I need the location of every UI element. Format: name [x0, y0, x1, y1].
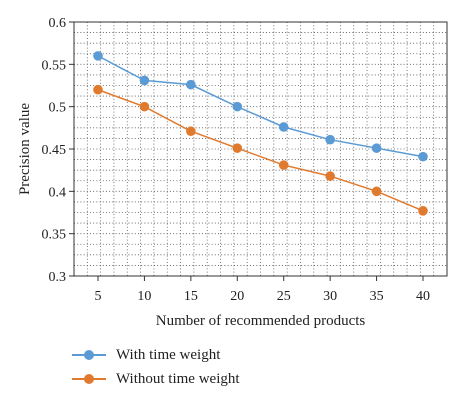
y-tick-label: 0.45 — [42, 143, 67, 158]
legend-item-with-time-weight: With time weight — [72, 343, 240, 367]
x-tick-label: 35 — [370, 289, 384, 304]
x-tick-label: 25 — [277, 289, 291, 304]
series-line — [97, 89, 424, 212]
legend-swatch-with-time-weight — [72, 348, 106, 362]
y-tick-label: 0.4 — [49, 185, 67, 200]
x-tick-label: 30 — [323, 289, 337, 304]
legend-swatch-without-time-weight — [72, 372, 106, 386]
series-layer — [93, 51, 428, 216]
data-point — [139, 75, 150, 86]
data-point — [232, 101, 243, 112]
data-point — [325, 171, 335, 181]
x-tick-label: 40 — [416, 289, 430, 304]
data-point — [371, 143, 382, 153]
data-point — [186, 79, 196, 90]
data-point — [278, 122, 289, 132]
data-point — [325, 134, 335, 145]
data-point — [139, 101, 150, 112]
x-tick-label: 15 — [184, 289, 198, 304]
series-without-time-weight — [93, 84, 428, 216]
x-tick-label: 20 — [230, 289, 244, 304]
data-point — [93, 51, 103, 61]
grid-lines — [74, 22, 447, 276]
series-with-time-weight — [93, 51, 428, 162]
x-axis-title: Number of recommended products — [156, 313, 366, 329]
x-tick-label: 5 — [95, 289, 102, 304]
data-point — [418, 206, 428, 216]
data-point — [186, 126, 196, 137]
data-point — [418, 151, 428, 162]
y-tick-label: 0.5 — [49, 101, 67, 116]
x-tick-label: 10 — [137, 289, 151, 304]
data-point — [232, 143, 243, 153]
data-point — [93, 84, 103, 95]
legend-label-with-time-weight: With time weight — [116, 346, 221, 363]
y-tick-label: 0.3 — [49, 270, 67, 285]
legend-label-without-time-weight: Without time weight — [116, 370, 240, 387]
axis-ticks: 5 10 15 20 25 30 35 40 0.3 0.35 0.4 0.45 0.5 0.55 0.6 — [42, 16, 431, 304]
series-line — [97, 55, 424, 158]
y-tick-label: 0.55 — [42, 58, 67, 73]
y-tick-label: 0.35 — [42, 228, 67, 243]
data-point — [278, 160, 289, 170]
legend: With time weight Without time weight — [72, 343, 240, 391]
y-axis-title: Precision value — [17, 103, 33, 195]
y-tick-label: 0.6 — [49, 16, 67, 31]
legend-item-without-time-weight: Without time weight — [72, 367, 240, 391]
data-point — [371, 186, 382, 197]
